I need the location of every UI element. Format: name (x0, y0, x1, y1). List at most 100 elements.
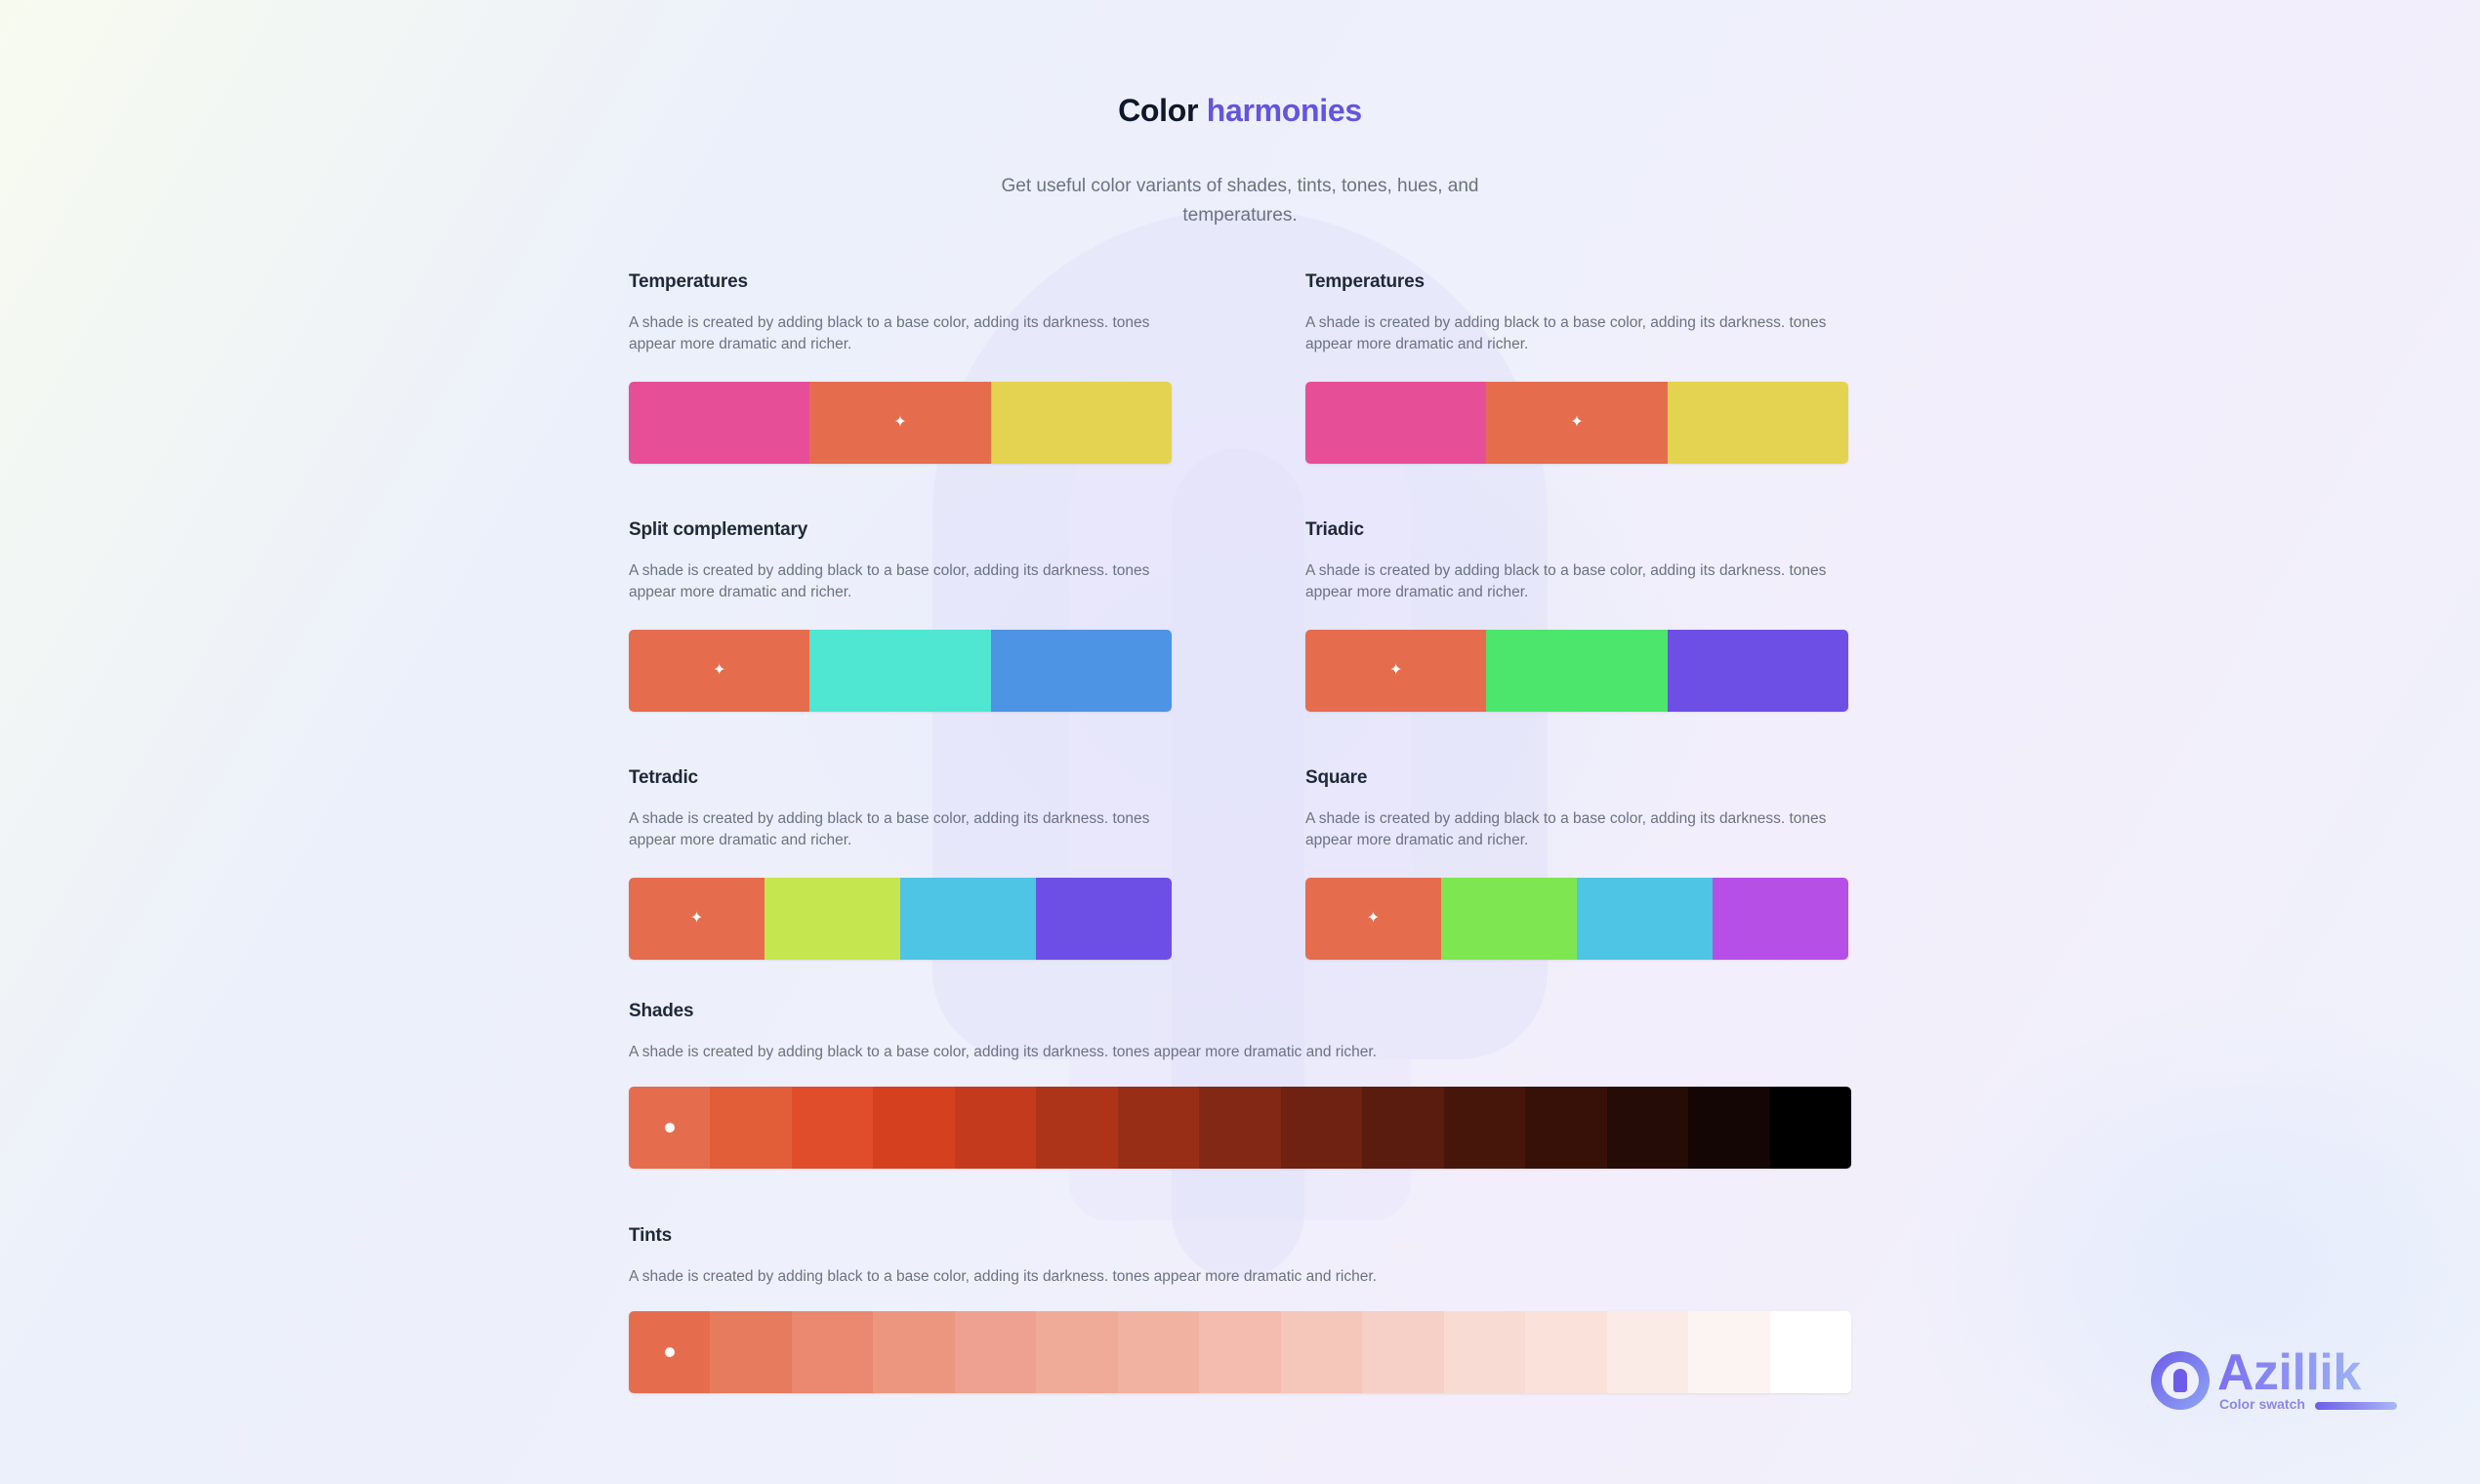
page-header: Color harmonies Get useful color variant… (0, 93, 2480, 230)
color-swatch[interactable] (791, 1311, 874, 1393)
color-swatch[interactable] (1769, 1311, 1851, 1393)
color-swatch[interactable] (1525, 1311, 1607, 1393)
color-swatch[interactable] (954, 1087, 1037, 1169)
title-accent: harmonies (1206, 93, 1362, 128)
color-swatch[interactable] (710, 1087, 792, 1169)
section-title: Temperatures (629, 271, 748, 292)
base-color-dot-icon (664, 1123, 675, 1133)
color-swatch[interactable] (1667, 630, 1848, 712)
color-swatch[interactable] (629, 382, 810, 464)
color-swatch[interactable] (990, 630, 1172, 712)
swatch-bar-square: ✦ (1305, 878, 1848, 960)
section-title: Tints (629, 1225, 673, 1246)
color-swatch[interactable] (1688, 1087, 1770, 1169)
logo-name: Azillik (2217, 1344, 2361, 1401)
title-main: Color (1118, 93, 1199, 128)
color-swatch[interactable] (1117, 1087, 1200, 1169)
page-subtitle: Get useful color variants of shades, tin… (1001, 176, 1479, 226)
swatch-bar-temperatures-right: ✦ (1305, 382, 1848, 464)
section-description: A shade is created by adding black to a … (1305, 314, 1827, 352)
color-swatch[interactable] (1280, 1087, 1363, 1169)
section-title: Square (1305, 767, 1368, 788)
color-swatch[interactable]: ✦ (629, 630, 810, 712)
section-square: Square A shade is created by adding blac… (1305, 767, 1862, 851)
color-swatch[interactable] (1606, 1311, 1689, 1393)
color-swatch[interactable] (990, 382, 1172, 464)
section-description: A shade is created by adding black to a … (629, 314, 1150, 352)
color-swatch[interactable] (791, 1087, 874, 1169)
color-swatch[interactable]: ✦ (1486, 382, 1668, 464)
base-color-sparkle-icon: ✦ (1366, 910, 1381, 927)
section-tetradic: Tetradic A shade is created by adding bl… (629, 767, 1185, 851)
color-swatch[interactable] (1362, 1311, 1444, 1393)
base-color-sparkle-icon: ✦ (712, 662, 726, 679)
color-swatch[interactable] (629, 1087, 711, 1169)
color-swatch[interactable] (1713, 878, 1848, 960)
section-description: A shade is created by adding black to a … (629, 1044, 1377, 1060)
color-swatch[interactable] (1362, 1087, 1444, 1169)
base-color-dot-icon (664, 1347, 675, 1357)
color-swatch[interactable] (900, 878, 1036, 960)
base-color-sparkle-icon: ✦ (1570, 414, 1584, 431)
color-swatch[interactable] (873, 1087, 955, 1169)
swatch-bar-tetradic: ✦ (629, 878, 1172, 960)
color-swatch[interactable] (1441, 878, 1577, 960)
color-swatch[interactable] (1199, 1087, 1281, 1169)
section-title: Shades (629, 1001, 694, 1021)
section-description: A shade is created by adding black to a … (629, 810, 1150, 848)
color-swatch[interactable] (1486, 630, 1668, 712)
color-swatch[interactable] (1036, 878, 1172, 960)
section-description: A shade is created by adding black to a … (629, 562, 1150, 600)
swatch-bar-tints (629, 1311, 1851, 1393)
section-shades: Shades A shade is created by adding blac… (629, 1001, 1849, 1063)
color-swatch[interactable] (1688, 1311, 1770, 1393)
color-swatch[interactable]: ✦ (1305, 878, 1441, 960)
color-swatch[interactable]: ✦ (1305, 630, 1487, 712)
base-color-sparkle-icon: ✦ (893, 414, 907, 431)
color-swatch[interactable] (1036, 1087, 1118, 1169)
color-swatch[interactable] (1525, 1087, 1607, 1169)
swatch-bar-shades (629, 1087, 1851, 1169)
color-swatch[interactable] (1667, 382, 1848, 464)
azillik-logo: Azillik Color swatch (2151, 1345, 2405, 1414)
section-temperatures-right: Temperatures A shade is created by addin… (1305, 271, 1862, 355)
color-swatch[interactable] (1305, 382, 1487, 464)
color-swatch[interactable] (1280, 1311, 1363, 1393)
base-color-sparkle-icon: ✦ (689, 910, 704, 927)
section-split-complementary: Split complementary A shade is created b… (629, 519, 1185, 603)
base-color-sparkle-icon: ✦ (1388, 662, 1403, 679)
color-swatch[interactable] (1199, 1311, 1281, 1393)
color-swatch[interactable] (1606, 1087, 1689, 1169)
azillik-logo-icon (2151, 1351, 2210, 1410)
section-title: Triadic (1305, 519, 1364, 540)
color-swatch[interactable] (1036, 1311, 1118, 1393)
color-swatch[interactable] (954, 1311, 1037, 1393)
page-title: Color harmonies (0, 93, 2480, 129)
color-swatch[interactable] (1443, 1087, 1526, 1169)
section-description: A shade is created by adding black to a … (629, 1268, 1377, 1285)
color-swatch[interactable] (809, 630, 991, 712)
color-swatch[interactable] (1577, 878, 1713, 960)
section-temperatures-left: Temperatures A shade is created by addin… (629, 271, 1185, 355)
section-title: Temperatures (1305, 271, 1425, 292)
color-swatch[interactable] (1769, 1087, 1851, 1169)
swatch-bar-triadic: ✦ (1305, 630, 1848, 712)
color-swatch[interactable] (765, 878, 900, 960)
color-swatch[interactable] (1443, 1311, 1526, 1393)
section-title: Split complementary (629, 519, 808, 540)
section-title: Tetradic (629, 767, 698, 788)
section-description: A shade is created by adding black to a … (1305, 562, 1827, 600)
color-swatch[interactable] (873, 1311, 955, 1393)
swatch-bar-temperatures-left: ✦ (629, 382, 1172, 464)
section-tints: Tints A shade is created by adding black… (629, 1225, 1849, 1288)
color-swatch[interactable]: ✦ (809, 382, 991, 464)
color-swatch[interactable] (629, 1311, 711, 1393)
logo-underline (2315, 1402, 2397, 1410)
color-swatch[interactable] (710, 1311, 792, 1393)
swatch-bar-split-complementary: ✦ (629, 630, 1172, 712)
section-triadic: Triadic A shade is created by adding bla… (1305, 519, 1862, 603)
color-swatch[interactable] (1117, 1311, 1200, 1393)
color-swatch[interactable]: ✦ (629, 878, 765, 960)
section-description: A shade is created by adding black to a … (1305, 810, 1827, 848)
logo-tagline: Color swatch (2219, 1396, 2305, 1412)
